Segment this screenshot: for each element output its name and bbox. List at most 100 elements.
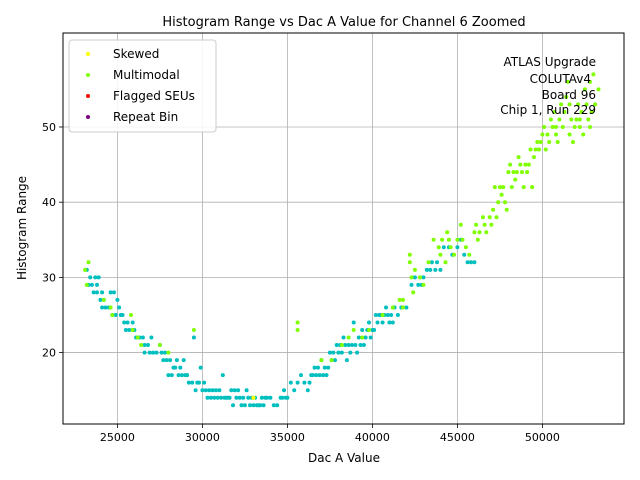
data-point [344,358,349,363]
legend-marker-skewed [86,52,90,56]
data-point [438,267,443,272]
data-point [275,403,280,408]
data-point-multimodal [530,185,535,190]
data-point-multimodal [540,132,545,137]
data-point [322,365,327,370]
data-point-multimodal [516,155,521,160]
data-point [367,320,371,325]
x-axis-label: Dac A Value [308,451,380,465]
chart-title: Histogram Range vs Dac A Value for Chann… [162,15,525,30]
data-point-multimodal [472,230,477,235]
data-point [113,313,118,317]
data-point-multimodal [409,275,414,280]
data-point [207,388,212,393]
data-point [174,358,179,363]
data-point [120,313,125,317]
data-point-multimodal [135,335,140,340]
data-point [363,335,368,340]
data-point [424,267,429,272]
annotation-line-2: COLUTAv4 [530,72,591,86]
data-point [316,365,320,370]
data-point-multimodal [508,162,513,167]
data-point-multimodal [130,328,135,332]
data-point-multimodal [86,260,91,265]
legend-marker-repeat-bin [86,115,90,119]
data-point-multimodal [494,215,499,220]
data-point-multimodal [537,147,541,152]
data-point [214,388,218,393]
data-point-multimodal [526,162,531,167]
data-point [231,403,235,408]
data-point-multimodal [554,132,558,137]
data-point-multimodal [591,72,596,77]
data-point [469,260,473,265]
data-point-multimodal [506,170,511,175]
data-point [191,335,196,340]
data-point [331,350,336,355]
data-point [380,320,385,325]
data-point-multimodal [574,117,579,122]
data-point [292,388,297,393]
data-point [248,403,252,408]
data-point-multimodal [401,297,405,302]
data-point [166,373,171,378]
data-point [242,403,247,408]
data-point [409,282,414,287]
data-point [215,395,220,400]
data-point-multimodal [569,117,574,122]
data-point [123,328,128,332]
data-point [232,388,237,393]
data-point-multimodal [407,252,412,257]
data-point-multimodal [482,222,487,227]
data-point [368,335,373,340]
data-point [343,343,348,347]
data-point [198,365,203,370]
data-point-multimodal [554,125,558,129]
data-point-multimodal [83,267,88,272]
data-point-multimodal [431,237,436,242]
data-point-multimodal [463,245,468,250]
data-point [299,373,303,378]
data-point [142,343,147,347]
data-point-multimodal [499,192,504,197]
data-point-multimodal [448,245,453,250]
data-point [302,380,307,385]
data-point [416,282,421,287]
data-point [353,343,358,347]
data-point [280,395,285,400]
y-axis-label: Histogram Range [15,176,29,280]
data-point [181,358,186,363]
data-point [154,350,159,355]
data-point [202,380,207,385]
data-point-multimodal [559,102,564,107]
annotation-line-3: Board 96 [542,88,596,102]
data-point-multimodal [489,222,494,227]
data-point [334,343,339,347]
data-point-multimodal [397,297,402,302]
data-point [115,297,120,302]
annotation-line-1: ATLAS Upgrade [503,55,596,69]
data-point-multimodal [475,237,480,242]
data-point [327,350,332,355]
data-point-multimodal [567,102,572,107]
data-point-multimodal [593,102,598,107]
data-point-multimodal [572,125,577,129]
data-point-multimodal [564,94,569,99]
data-point [229,388,234,393]
data-point-multimodal [496,200,501,205]
legend-marker-flagged-seus [86,94,90,98]
data-point [142,350,147,355]
data-point-multimodal [586,117,591,122]
legend-box [68,39,217,133]
data-point [100,290,105,295]
data-point [186,380,191,385]
data-point [200,388,205,393]
data-point-multimodal [467,252,472,257]
x-tick-label: 45000 [440,431,475,444]
data-point [355,350,360,355]
data-point-multimodal [525,170,530,175]
data-point-multimodal [577,117,582,122]
data-point [324,373,329,378]
annotation-line-4: Chip 1, Run 229 [500,103,596,117]
data-point-multimodal [426,260,431,265]
